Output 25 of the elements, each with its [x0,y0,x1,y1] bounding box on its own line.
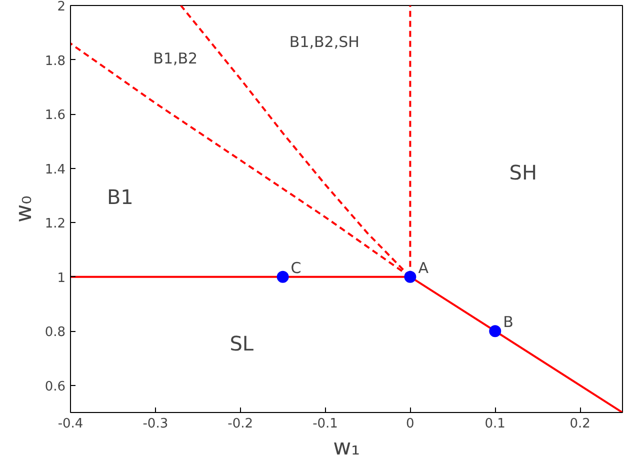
y-tick-label: 1.8 [44,54,66,69]
y-tick-label: 0.8 [44,325,66,340]
x-axis-title: w₁ [333,436,360,460]
x-tick-label: -0.4 [58,416,84,432]
y-tick-label: 1.4 [44,162,66,178]
x-tick-label: -0.1 [312,416,338,432]
x-tick-label: 0.1 [484,416,506,432]
y-tick-label: 0.6 [44,379,66,394]
annotation: B1 [106,184,134,209]
x-tick-label: -0.2 [228,416,254,432]
annotation: B [503,313,514,332]
y-axis-title: w₀ [12,195,37,222]
annotation: B1,B2,SH [289,33,360,52]
annotation: C [290,258,302,277]
annotation: SL [230,331,254,356]
annotation: A [418,258,430,277]
x-tick-label: 0.2 [570,416,590,432]
y-tick-label: 1.6 [44,108,66,124]
x-tick-label: 0 [406,416,414,432]
annotation: B1,B2 [153,49,198,68]
annotation: SH [509,160,538,184]
x-tick-label: -0.3 [142,416,168,432]
y-tick-label: 2 [57,0,66,14]
y-tick-label: 1 [57,270,66,286]
y-tick-label: 1.2 [44,216,66,232]
